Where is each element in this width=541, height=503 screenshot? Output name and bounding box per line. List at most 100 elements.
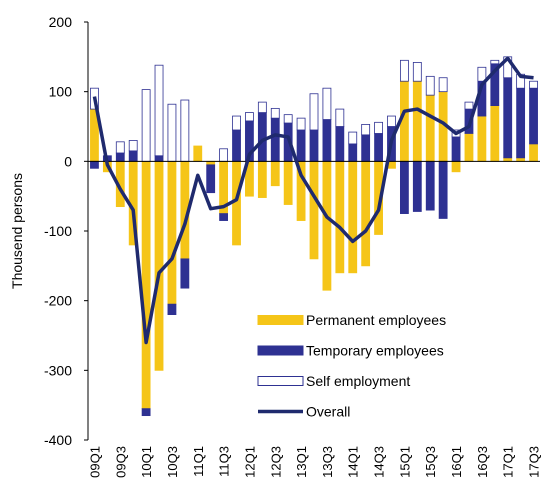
- bar: [167, 103, 177, 162]
- legend-label: Self employment: [306, 373, 410, 389]
- bar: [154, 155, 164, 162]
- x-tick-label: 15Q1: [397, 446, 412, 478]
- bar: [503, 77, 513, 159]
- bar: [490, 59, 500, 65]
- bar: [516, 87, 526, 159]
- bar: [270, 117, 280, 162]
- bar: [154, 64, 164, 157]
- bar: [451, 160, 461, 173]
- bar: [193, 145, 203, 162]
- bar: [464, 133, 474, 162]
- bar: [245, 112, 254, 122]
- bar: [154, 160, 164, 371]
- bar: [232, 115, 241, 131]
- y-tick-label: 100: [49, 84, 73, 100]
- y-tick-label: 200: [49, 14, 73, 30]
- x-tick-label: 17Q1: [501, 446, 516, 478]
- x-tick-label: 13Q3: [320, 446, 335, 478]
- legend-swatch: [257, 315, 304, 325]
- y-axis-title: Thousend persons: [9, 173, 25, 289]
- bar: [309, 93, 319, 131]
- bar: [232, 129, 241, 162]
- bar: [425, 160, 435, 211]
- bar: [141, 160, 151, 410]
- bar: [348, 143, 358, 162]
- bar: [322, 119, 332, 162]
- bar: [219, 213, 229, 221]
- x-tick-label: 11Q3: [217, 446, 232, 477]
- x-tick-label: 13Q1: [294, 446, 309, 478]
- y-tick-label: -300: [44, 362, 72, 378]
- bar: [322, 160, 332, 291]
- x-tick-label: 09Q3: [113, 446, 128, 478]
- bar: [167, 160, 177, 305]
- bar: [322, 87, 332, 120]
- x-tick-label: 11Q1: [191, 446, 206, 477]
- y-tick-label: 0: [64, 153, 72, 169]
- bar: [309, 160, 319, 260]
- bar: [412, 62, 422, 82]
- bar: [374, 133, 383, 162]
- bar: [180, 99, 190, 162]
- y-tick-label: -200: [44, 293, 72, 309]
- bar: [348, 160, 358, 274]
- x-tick-label: 16Q1: [449, 446, 464, 478]
- legend-label: Temporary employees: [306, 343, 444, 359]
- x-tick-label: 15Q3: [423, 446, 438, 478]
- bar: [490, 105, 500, 162]
- bar: [257, 112, 267, 162]
- bar: [477, 115, 487, 162]
- legend-label: Permanent employees: [306, 312, 446, 328]
- bar: [206, 164, 216, 194]
- bar: [348, 131, 358, 145]
- x-tick-label: 12Q3: [268, 446, 283, 478]
- bar: [529, 87, 538, 145]
- y-tick-label: -100: [44, 223, 72, 239]
- bar: [206, 160, 216, 166]
- bar: [374, 121, 383, 134]
- bar: [399, 59, 409, 82]
- bar: [167, 303, 177, 315]
- legend-swatch: [257, 376, 304, 386]
- bar: [503, 157, 513, 162]
- bar: [516, 157, 526, 162]
- bar: [464, 101, 474, 110]
- bar: [115, 141, 125, 154]
- legend-label: Overall: [306, 404, 350, 420]
- bar: [141, 408, 151, 417]
- bar: [128, 140, 138, 152]
- bar: [257, 101, 267, 113]
- bar: [115, 152, 125, 162]
- bar: [451, 136, 461, 162]
- x-tick-label: 12Q1: [242, 446, 257, 478]
- bar: [270, 107, 280, 119]
- bar: [257, 160, 267, 198]
- bar: [529, 80, 538, 89]
- bar: [477, 66, 487, 82]
- x-tick-label: 09Q1: [87, 446, 102, 478]
- y-tick-label: -400: [44, 432, 72, 448]
- x-tick-label: 16Q3: [475, 446, 490, 478]
- x-tick-label: 14Q3: [372, 446, 387, 478]
- bar: [412, 160, 422, 212]
- bar: [425, 94, 435, 162]
- bar: [283, 114, 293, 124]
- bar: [361, 134, 371, 162]
- bar: [296, 117, 306, 131]
- bar: [180, 258, 190, 289]
- x-tick-label: 10Q3: [165, 446, 180, 478]
- bar: [399, 160, 409, 214]
- bar: [529, 143, 538, 162]
- bar: [335, 160, 345, 274]
- bar: [296, 129, 306, 162]
- bar: [128, 150, 138, 162]
- bar: [361, 124, 371, 136]
- bar: [270, 160, 280, 187]
- legend-swatch: [257, 345, 304, 356]
- bar: [90, 160, 99, 169]
- bar: [412, 80, 422, 162]
- bar: [425, 75, 435, 96]
- bar: [309, 129, 319, 162]
- bar: [361, 160, 371, 267]
